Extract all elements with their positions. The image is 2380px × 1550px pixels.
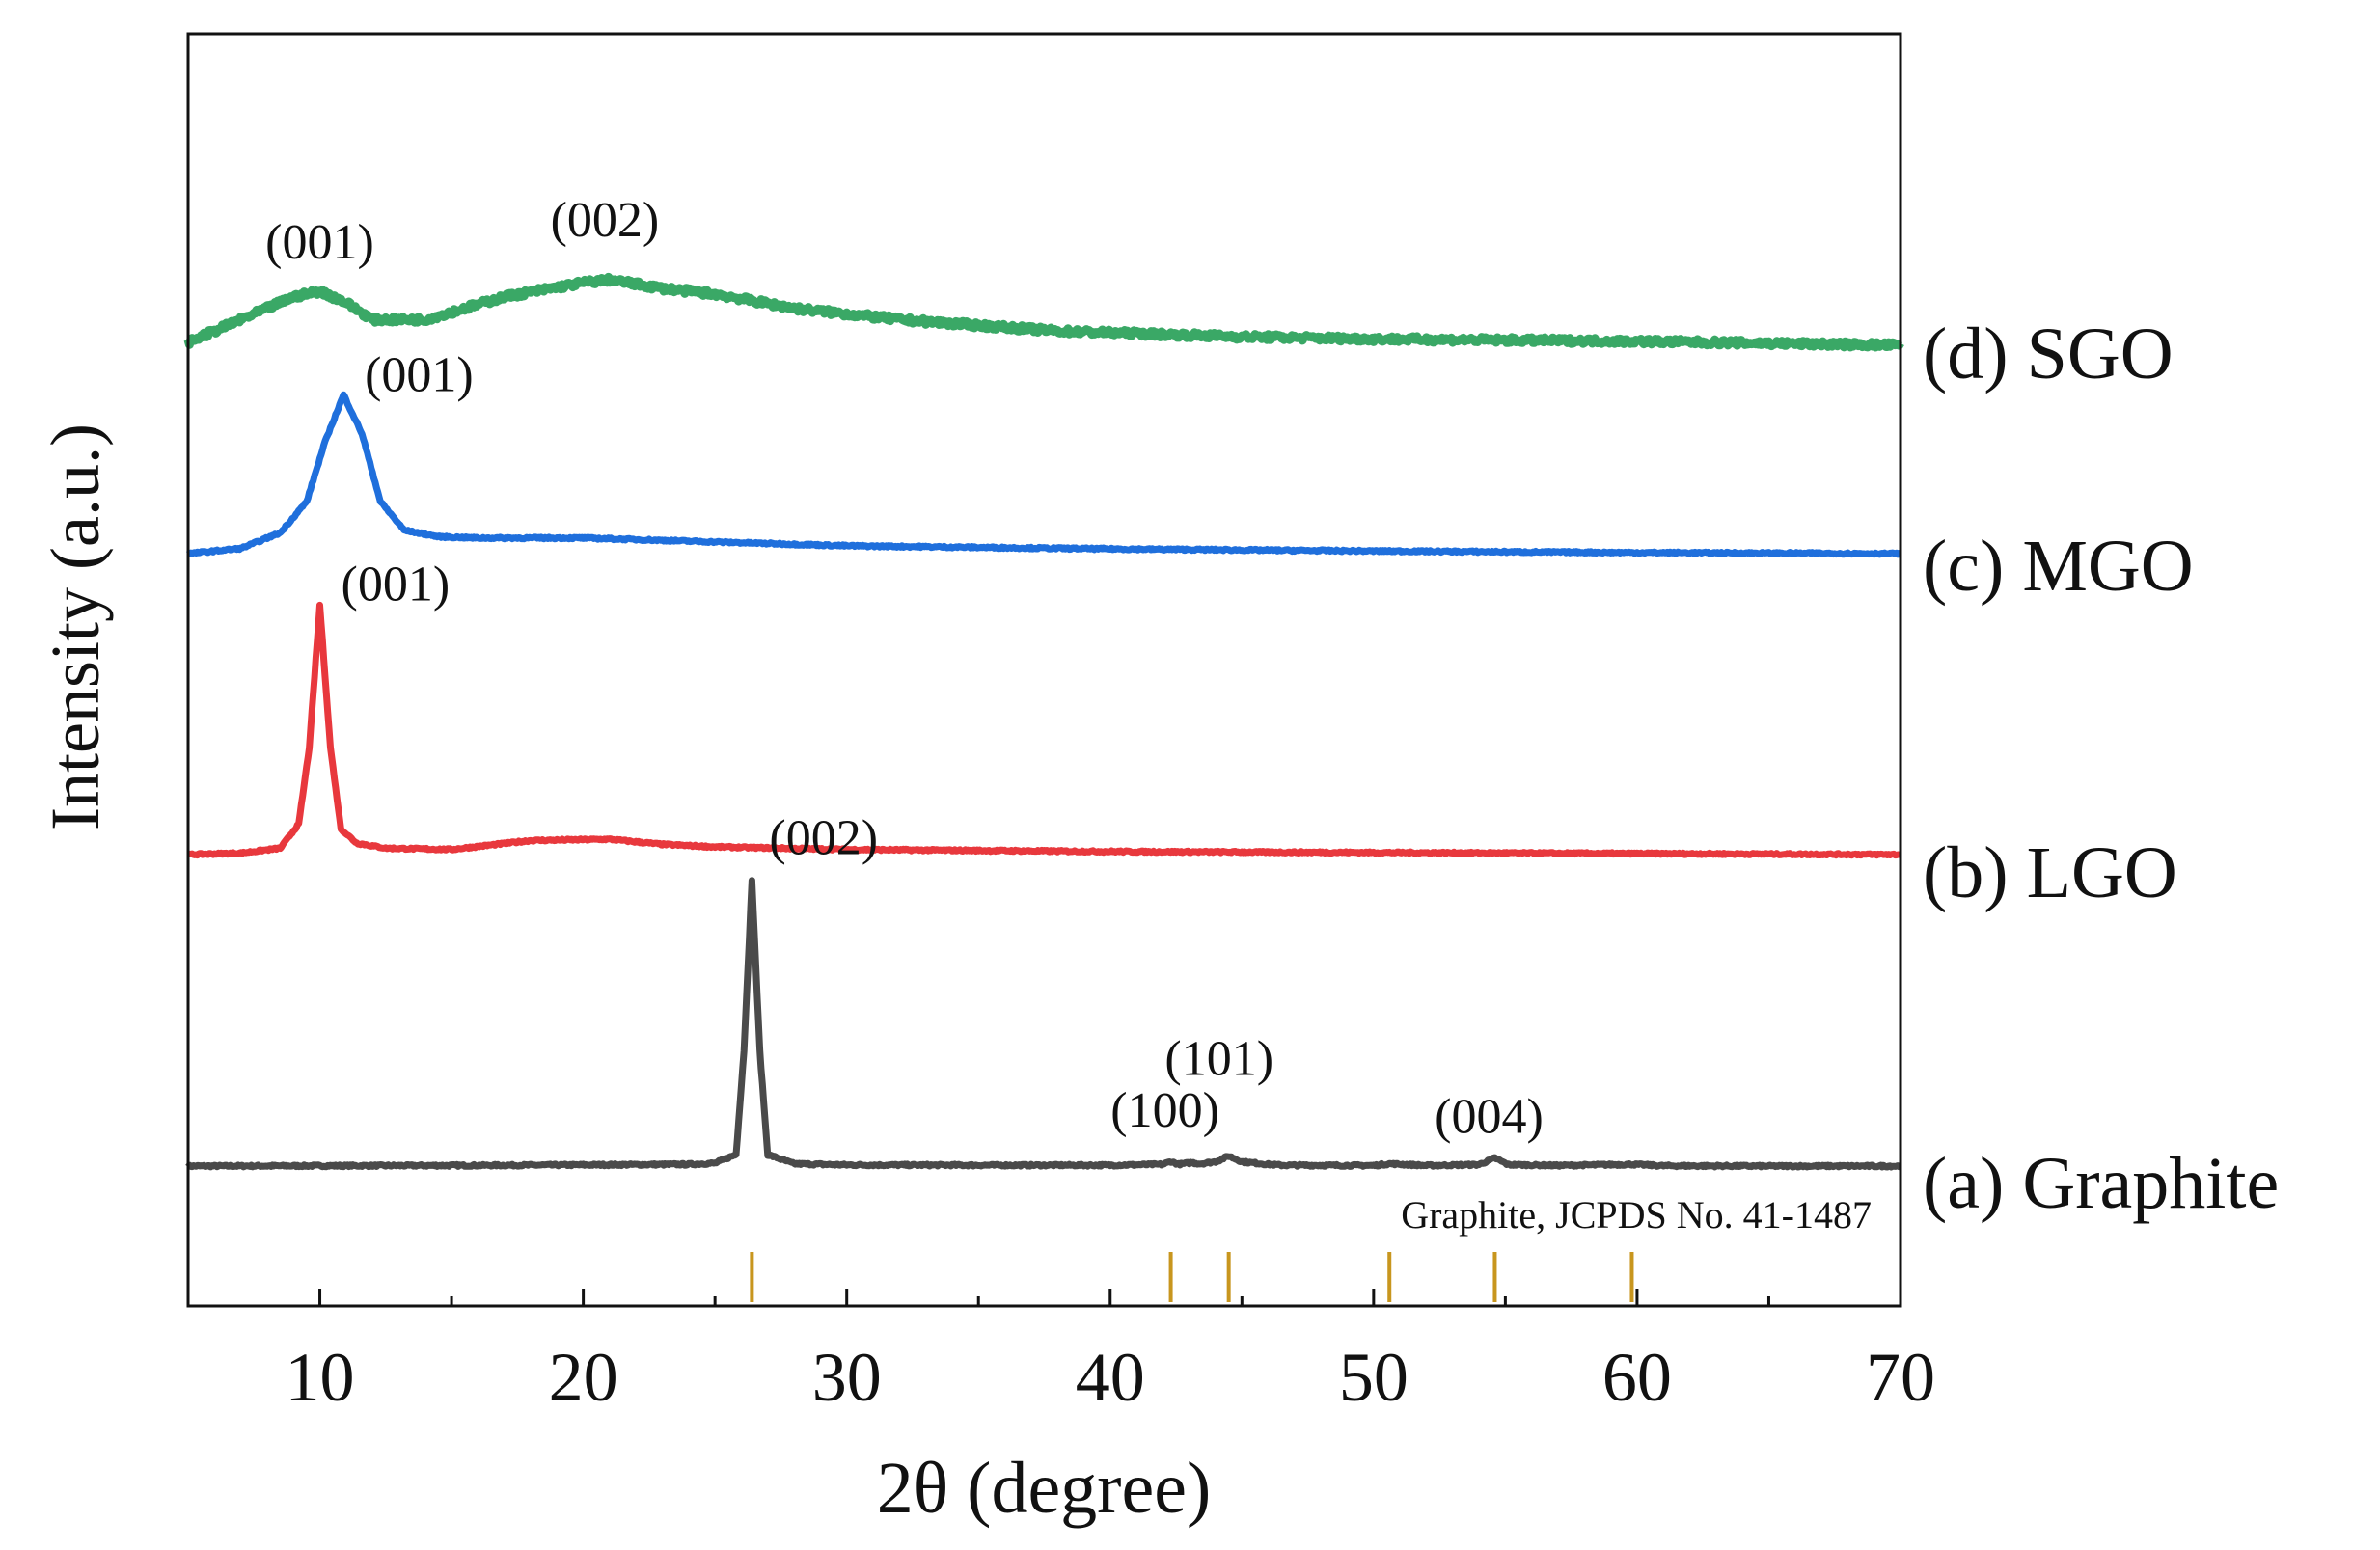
peak-annotation: (001)	[265, 215, 374, 270]
x-tick-label: 40	[1076, 1339, 1145, 1416]
peak-annotation: (002)	[551, 193, 660, 248]
peak-annotation: (001)	[342, 557, 451, 612]
x-tick-label: 10	[286, 1339, 355, 1416]
series-labels: (a) Graphite (b) LGO (c) MGO (d) SGO	[1923, 313, 2279, 1224]
peak-annotation: (100)	[1110, 1083, 1219, 1138]
x-tick-label: 70	[1866, 1339, 1935, 1416]
series-line-dsgo	[183, 272, 1904, 352]
series-label: (a) Graphite	[1923, 1143, 2279, 1224]
plot-frame	[186, 32, 1902, 1308]
series-line-agraphite	[185, 877, 1903, 1171]
reference-ticks	[750, 1252, 1634, 1302]
series-traces	[183, 272, 1904, 1171]
x-tick-label: 50	[1339, 1339, 1409, 1416]
peak-annotation: (001)	[365, 347, 474, 402]
series-line-cmgo	[185, 391, 1903, 558]
peak-annotation: (004)	[1435, 1090, 1544, 1145]
x-tick-label: 60	[1602, 1339, 1672, 1416]
series-line-blgo	[185, 601, 1903, 859]
peak-annotation: (101)	[1164, 1032, 1273, 1087]
y-axis-title: Intensity (a.u.)	[37, 423, 114, 830]
series-label: (b) LGO	[1923, 832, 2177, 913]
reference-label: Graphite, JCPDS No. 41-1487	[1401, 1193, 1872, 1237]
x-axis: 10 20 30 40 50 60 70	[186, 1289, 1935, 1416]
peak-annotations: (002) (100)(101) (004) (001) (001) (001) (002)	[265, 193, 1544, 1145]
x-tick-label: 30	[812, 1339, 882, 1416]
peak-annotation: (002)	[769, 811, 878, 866]
series-label: (d) SGO	[1923, 313, 2174, 394]
plot-background	[188, 34, 1901, 1306]
x-axis-title: 2θ (degree)	[877, 1448, 1212, 1529]
x-tick-label: 20	[549, 1339, 618, 1416]
series-label: (c) MGO	[1923, 526, 2194, 607]
